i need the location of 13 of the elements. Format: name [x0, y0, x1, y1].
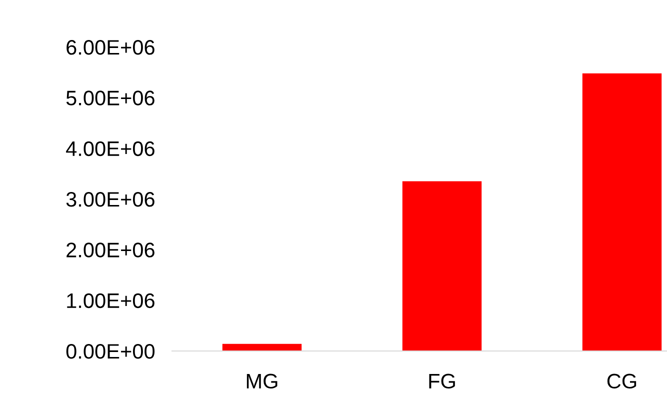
- y-tick-label: 2.00E+06: [66, 242, 154, 258]
- x-tick-label: MG: [246, 374, 278, 389]
- y-tick-label: 6.00E+06: [66, 40, 154, 55]
- bar: [222, 344, 302, 351]
- x-tick-label: FG: [429, 374, 455, 389]
- y-tick-label: 3.00E+06: [66, 192, 154, 207]
- x-tick-label: CG: [607, 374, 636, 389]
- bar: [582, 73, 662, 351]
- bar: [402, 181, 482, 351]
- y-tick-label: 1.00E+06: [67, 293, 154, 308]
- y-tick-label: 0.00E+00: [66, 344, 155, 359]
- y-tick-label: 4.00E+06: [66, 141, 154, 156]
- y-tick-label: 5.00E+06: [66, 90, 154, 106]
